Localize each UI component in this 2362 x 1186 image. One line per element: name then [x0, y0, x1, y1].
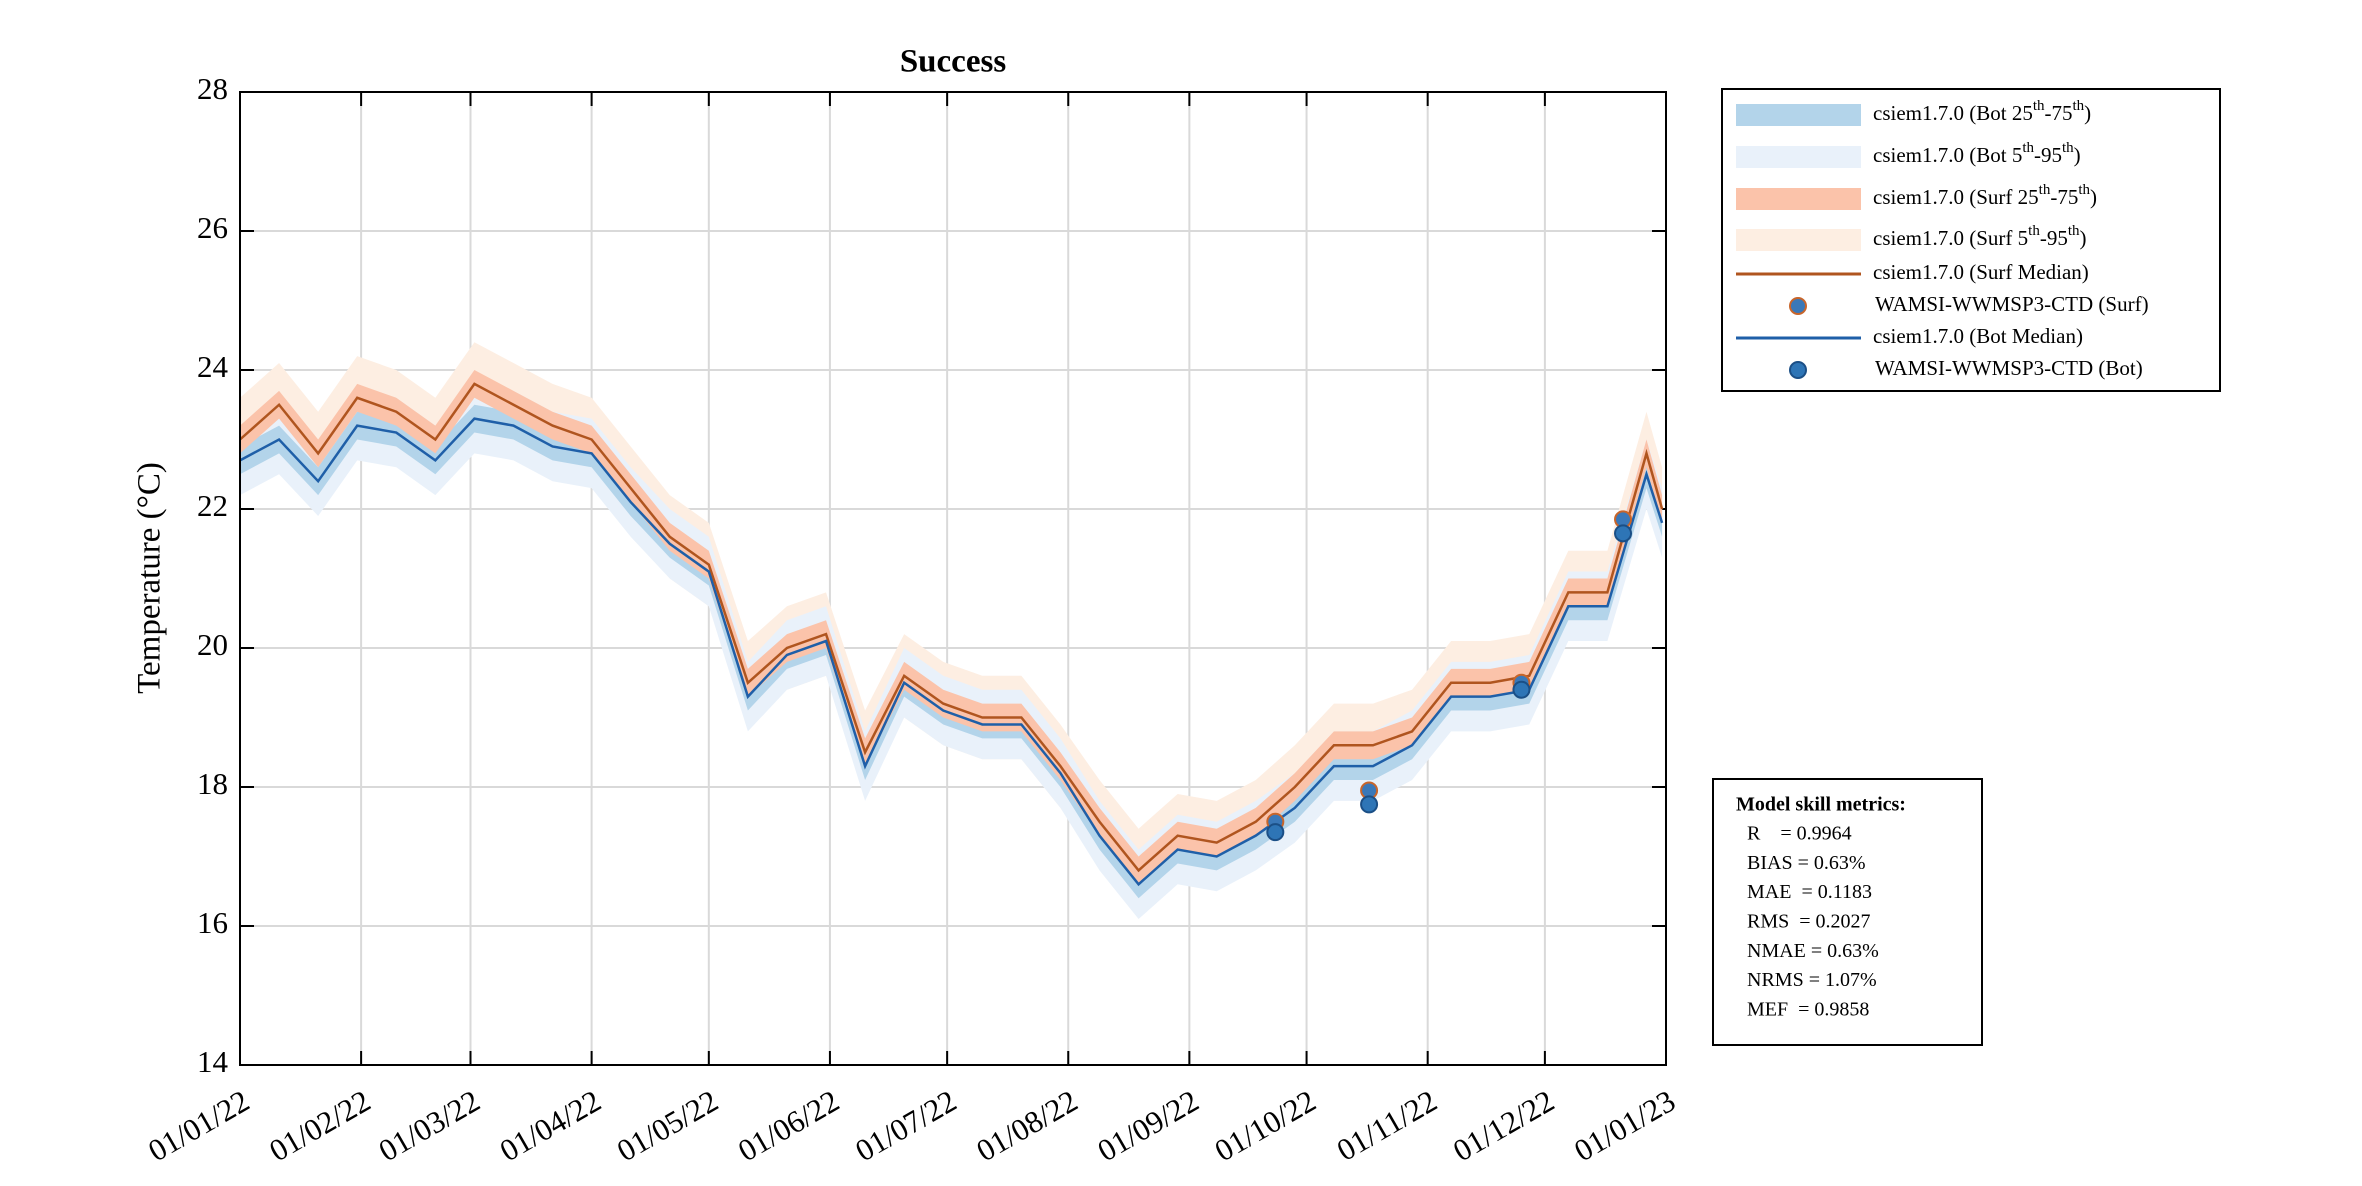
legend-swatch [1736, 146, 1861, 168]
observation [1360, 795, 1379, 814]
observation [1614, 524, 1633, 543]
median-line [239, 417, 1664, 887]
y-axis-label: Temperature (°C) [132, 462, 168, 694]
metric-line: MEF = 0.9858 [1747, 998, 1869, 1020]
legend-label: WAMSI-WWMSP3-CTD (Surf) [1875, 292, 2149, 316]
legend-label: csiem1.7.0 (Surf 5th-95th) [1873, 223, 2087, 249]
metric-line: NRMS = 1.07% [1747, 969, 1877, 991]
legend-label: csiem1.7.0 (Surf Median) [1873, 260, 2089, 284]
legend-label: csiem1.7.0 (Bot 25th-75th) [1873, 98, 2091, 124]
y-tick-label: 14 [197, 1044, 229, 1079]
y-tick-label: 18 [197, 766, 228, 801]
metric-line: NMAE = 0.63% [1747, 940, 1879, 962]
legend-label: csiem1.7.0 (Bot Median) [1873, 324, 2083, 348]
observation [1266, 823, 1285, 842]
legend-swatch [1789, 297, 1807, 315]
legend: csiem1.7.0 (Bot 25th-75th) csiem1.7.0 (Bo… [1736, 98, 2149, 380]
legend-label: WAMSI-WWMSP3-CTD (Bot) [1875, 356, 2143, 380]
metric-line: R = 0.9964 [1747, 823, 1852, 845]
legend-label: csiem1.7.0 (Bot 5th-95th) [1873, 140, 2081, 166]
legend-swatch [1736, 229, 1861, 251]
y-tick-label: 24 [197, 349, 229, 384]
y-tick-label: 16 [197, 905, 228, 940]
metrics-title: Model skill metrics: [1736, 794, 1906, 816]
legend-swatch [1736, 188, 1861, 210]
y-tick-label: 26 [197, 210, 228, 245]
metric-line: MAE = 0.1183 [1747, 881, 1872, 903]
metric-line: BIAS = 0.63% [1747, 852, 1866, 874]
y-tick-label: 28 [197, 71, 228, 106]
chart-title: Success [900, 44, 1006, 80]
legend-label: csiem1.7.0 (Surf 25th-75th) [1873, 182, 2097, 208]
y-tick-label: 22 [197, 488, 228, 523]
metrics: R = 0.9964 BIAS = 0.63% MAE = 0.1183 RMS = … [1747, 823, 1879, 1021]
y-tick-label: 20 [197, 627, 228, 662]
legend-swatch [1736, 104, 1861, 126]
legend-swatch [1789, 361, 1807, 379]
axes-frame [239, 91, 1667, 1066]
metric-line: RMS = 0.2027 [1747, 910, 1871, 932]
observation [1512, 680, 1531, 699]
plot-area [239, 91, 1667, 1066]
metrics-box [1712, 778, 1983, 1046]
median-line [239, 382, 1664, 873]
